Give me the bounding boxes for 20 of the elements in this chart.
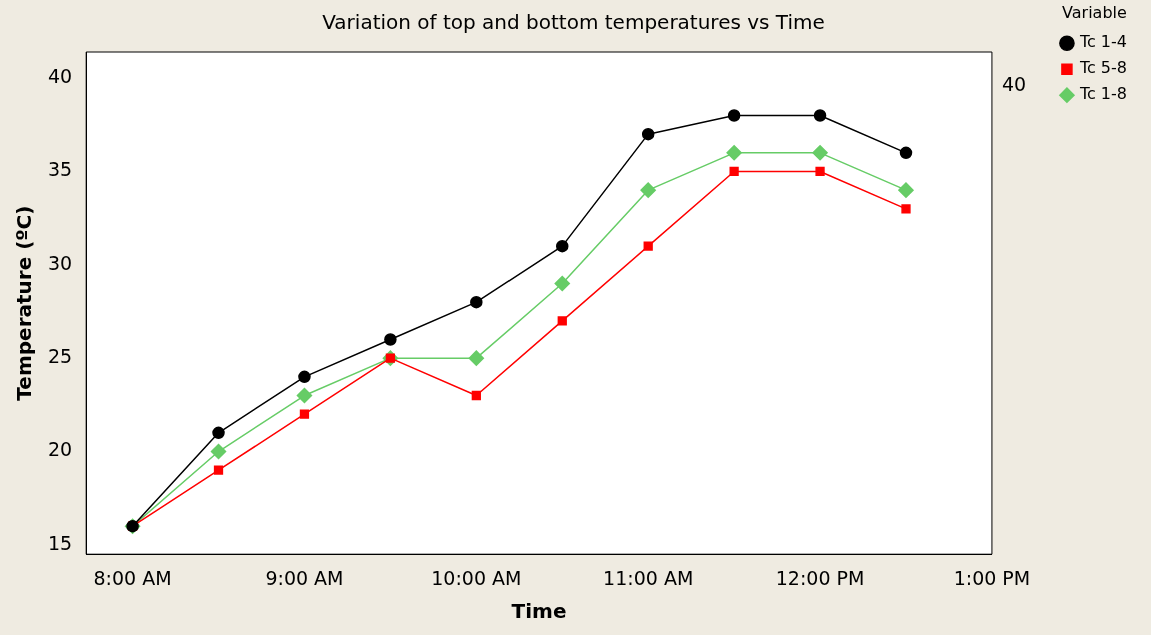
x-tick-label: 12:00 PM	[775, 566, 865, 589]
y-tick-label: 35	[47, 158, 73, 181]
y-tick-label: 25	[47, 345, 73, 368]
x-tick-label: 10:00 AM	[431, 566, 522, 589]
x-tick-label: 1:00 PM	[953, 566, 1031, 589]
chart-title: Variation of top and bottom temperatures vs Time	[322, 10, 825, 35]
y-tick-label: 20	[47, 438, 73, 461]
legend-label: Tc 1-8	[1078, 84, 1128, 104]
legend-title: Variable	[1062, 3, 1127, 23]
y-tick-label: 30	[47, 251, 73, 274]
x-tick-label: 11:00 AM	[603, 566, 694, 589]
legend-label: Tc 5-8	[1078, 58, 1128, 78]
text: 40	[1001, 72, 1027, 95]
y-tick-label: 40	[47, 65, 73, 88]
y-axis-title: Temperature (ºC)	[12, 205, 37, 401]
x-tick-label: 9:00 AM	[265, 566, 344, 589]
x-axis-title: Time	[511, 599, 567, 624]
x-tick-label: 8:00 AM	[93, 566, 172, 589]
legend-label: Tc 1-4	[1078, 32, 1128, 52]
y-tick-label: 15	[47, 531, 73, 554]
